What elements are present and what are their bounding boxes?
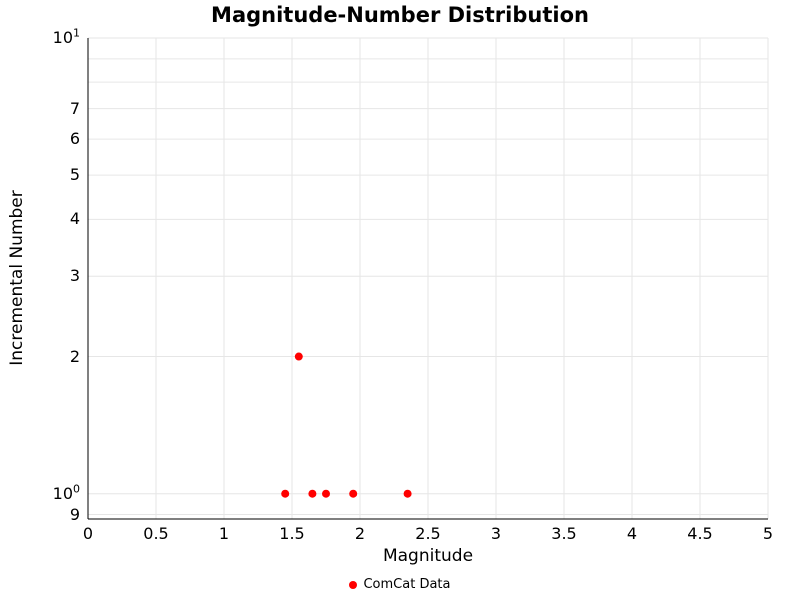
data-point[interactable] [308, 489, 317, 498]
data-point[interactable] [322, 489, 330, 498]
legend-item-comcat[interactable]: ComCat Data [349, 577, 451, 592]
legend-label: ComCat Data [363, 577, 451, 592]
data-point[interactable] [403, 489, 412, 498]
chart-title: Magnitude-Number Distribution [211, 3, 589, 27]
x-axis-title: Magnitude [382, 546, 474, 566]
y-axis-title: Incremental Number [7, 190, 27, 366]
data-point[interactable] [294, 352, 303, 361]
legend-marker-icon [349, 580, 358, 589]
data-point[interactable] [349, 489, 358, 498]
data-point[interactable] [281, 489, 290, 498]
legend: ComCat Data [0, 577, 800, 592]
